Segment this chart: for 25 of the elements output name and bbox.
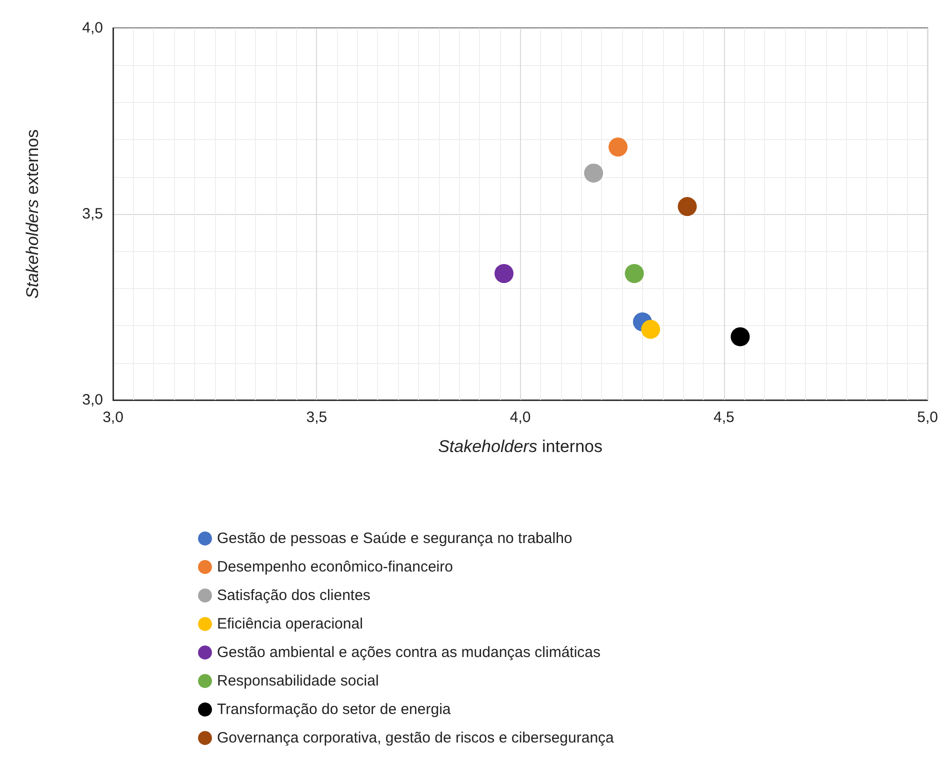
point: [494, 264, 514, 284]
x-tick-label: 3,5: [306, 409, 328, 426]
legend-label: Satisfação dos clientes: [217, 587, 370, 604]
y-tick-label: 3,5: [82, 206, 103, 222]
point: [608, 138, 628, 157]
y-axis-title: Stakeholders externos: [23, 129, 42, 299]
y-tick-label: 3,0: [82, 392, 103, 408]
x-tick-label: 4,0: [510, 409, 531, 426]
point: [641, 320, 660, 339]
point: [730, 327, 750, 346]
x-tick-label: 4,5: [714, 409, 734, 426]
point: [678, 197, 697, 216]
x-tick-label: 5,0: [917, 409, 938, 426]
legend-label: Transformação do setor de energia: [217, 701, 452, 718]
legend-label: Eficiência operacional: [217, 616, 363, 632]
legend-label: Responsabilidade social: [217, 672, 379, 690]
point: [584, 164, 604, 183]
x-tick-label: 3,0: [102, 409, 124, 426]
legend-label: Desempenho econômico-financeiro: [217, 558, 453, 576]
y-tick-label: 4,0: [82, 20, 103, 36]
point: [624, 264, 644, 284]
legend-label: Gestão de pessoas e Saúde e segurança no trabalho: [217, 530, 572, 547]
legend-label: Gestão ambiental e ações contra as mudanças climáticas: [217, 644, 601, 661]
x-axis-title: Stakeholders internos: [438, 437, 602, 456]
legend-label: Governança corporativa, gestão de riscos e cibersegurança: [217, 730, 615, 746]
